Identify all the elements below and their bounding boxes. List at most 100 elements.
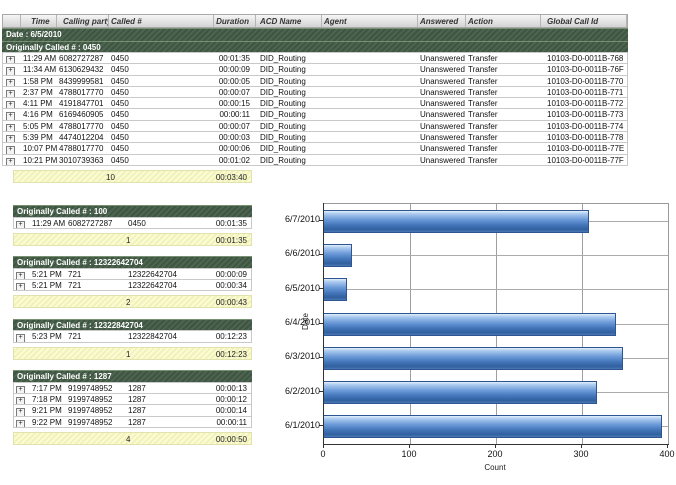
cell-time: 5:23 PM [32, 332, 62, 342]
cell-calling-party: 9199748952 [68, 406, 113, 416]
expand-row-button[interactable]: + [6, 101, 15, 109]
chart-x-axis-title: Count [484, 463, 506, 472]
cell-answered: Unanswered [420, 110, 465, 120]
cell-global-call-id: 10103-D0-0011B-772 [547, 99, 624, 109]
cell-action: Transfer [468, 65, 498, 75]
cell-time: 4:16 PM [23, 110, 53, 120]
cell-agent [322, 121, 418, 131]
main-table-rows: +11:29 AM 6082727287 0450 00:01:35 DID_Routi… [2, 52, 628, 166]
cell-calling-party: 4474012204 [59, 133, 104, 143]
originally-called-band: Originally Called # : 12322842704 [13, 318, 252, 332]
expand-row-button[interactable]: + [6, 157, 15, 165]
y-tick-label: 6/4/2010 [284, 317, 320, 327]
x-axis-tick [667, 444, 668, 448]
expand-row-button[interactable]: + [16, 408, 25, 416]
column-header-agent: Agent [322, 15, 418, 27]
table-row: +5:39 PM 4474012204 0450 00:00:03 DID_Routin… [2, 131, 628, 144]
horizontal-gridline [324, 254, 668, 256]
cell-duration: 00:01:35 [215, 218, 247, 228]
cell-time: 5:05 PM [23, 121, 53, 131]
summary-spacer [14, 348, 126, 359]
cell-duration: 00:00:13 [215, 383, 247, 393]
y-axis-line [323, 203, 324, 445]
cell-action: Transfer [468, 76, 498, 86]
cell-acd-name: DID_Routing [260, 76, 306, 86]
table-row: +5:21 PM 721 12322642704 00:00:09 [13, 267, 252, 281]
y-axis-tick [319, 425, 323, 427]
x-tick-label: 0 [320, 449, 326, 459]
cell-answered: Unanswered [420, 121, 465, 131]
cell-global-call-id: 10103-D0-0011B-778 [547, 133, 624, 143]
summary-total-duration: 00:00:43 [215, 298, 247, 308]
expand-row-button[interactable]: + [16, 419, 25, 427]
table-row: +11:34 AM 6130629432 0450 00:00:09 DID_Routi… [2, 63, 628, 76]
cell-duration: 00:00:14 [215, 406, 247, 416]
cell-expand: + [14, 218, 30, 228]
expand-row-button[interactable]: + [16, 283, 25, 291]
group-summary-row: 4 00:00:50 [13, 431, 252, 445]
table-row: +9:22 PM 9199748952 1287 00:00:11 [13, 415, 252, 428]
cell-time: 10:21 PM [23, 155, 57, 165]
table-row: +11:29 AM 6082727287 0450 00:01:35 [13, 216, 252, 229]
cell-agent [322, 64, 418, 74]
expand-row-button[interactable]: + [16, 220, 25, 228]
expand-row-button[interactable]: + [6, 112, 15, 120]
expand-row-button[interactable]: + [6, 146, 15, 154]
expand-row-button[interactable]: + [6, 89, 15, 98]
group-table: Originally Called # : 100 +11:29 AM 608272… [13, 205, 252, 246]
cell-acd-name: DID_Routing [260, 65, 306, 75]
table-row: +10:07 PM 4788017770 0450 00:00:06 DID_Routi… [2, 142, 628, 155]
cell-action: Transfer [468, 133, 498, 143]
cell-duration: 00:00:11 [219, 110, 250, 120]
table-row: +11:29 AM 6082727287 0450 00:01:35 DID_Routi… [2, 52, 628, 65]
cell-called-number: 0450 [111, 76, 129, 86]
cell-time: 11:34 AM [23, 65, 57, 75]
column-header-time: Time [21, 15, 57, 27]
cell-answered: Unanswered [420, 54, 465, 63]
cell-action: Transfer [468, 144, 498, 154]
table-row: +7:18 PM 9199748952 1287 00:00:12 [13, 392, 252, 406]
column-header-global-id: Global Call Id [541, 15, 627, 27]
cell-calling-party: 9199748952 [68, 383, 113, 393]
group-table: Originally Called # : 1287 +7:17 PM 919974… [13, 370, 252, 445]
cell-calling-party: 9199748952 [68, 394, 113, 404]
summary-spacer [14, 296, 126, 307]
cell-time: 2:37 PM [23, 87, 53, 97]
cell-calling-party: 6130629432 [59, 65, 104, 75]
expand-row-button[interactable]: + [6, 78, 15, 86]
summary-total-duration: 00:03:40 [215, 172, 247, 182]
cell-called-number: 0450 [111, 87, 129, 97]
expand-row-button[interactable]: + [16, 385, 25, 393]
cell-duration: 00:00:05 [218, 76, 250, 86]
cell-duration: 00:00:15 [218, 99, 250, 109]
x-axis-tick [409, 444, 410, 448]
cell-time: 1:58 PM [23, 76, 53, 86]
cell-answered: Unanswered [420, 87, 465, 97]
cell-agent [322, 98, 418, 108]
cell-duration: 00:00:09 [218, 65, 250, 75]
cell-expand: + [3, 109, 21, 120]
cell-calling-party: 721 [68, 332, 82, 342]
expand-row-button[interactable]: + [6, 135, 15, 143]
cell-called-number: 1287 [128, 394, 146, 404]
cell-acd-name: DID_Routing [260, 54, 306, 63]
cell-duration: 00:00:11 [216, 417, 247, 427]
expand-row-button[interactable]: + [16, 271, 25, 280]
cell-action: Transfer [468, 155, 498, 165]
expand-row-button[interactable]: + [6, 56, 15, 64]
expand-row-button[interactable]: + [6, 67, 15, 75]
cell-acd-name: DID_Routing [260, 87, 306, 97]
table-row: +5:23 PM 721 12322842704 00:12:23 [13, 330, 252, 343]
expand-row-button[interactable]: + [16, 396, 25, 405]
cell-calling-party: 6082727287 [68, 218, 113, 228]
expand-row-button[interactable]: + [16, 334, 25, 342]
cell-expand: + [14, 394, 30, 405]
cell-called-number: 0450 [111, 65, 129, 75]
summary-total-duration: 00:00:50 [215, 434, 247, 444]
cell-called-number: 0450 [111, 99, 129, 109]
cell-called-number: 12322642704 [128, 281, 177, 291]
x-axis-tick [323, 444, 324, 448]
y-tick-label: 6/7/2010 [284, 214, 320, 225]
expand-row-button[interactable]: + [6, 123, 15, 132]
cell-calling-party: 4788017770 [59, 87, 104, 97]
